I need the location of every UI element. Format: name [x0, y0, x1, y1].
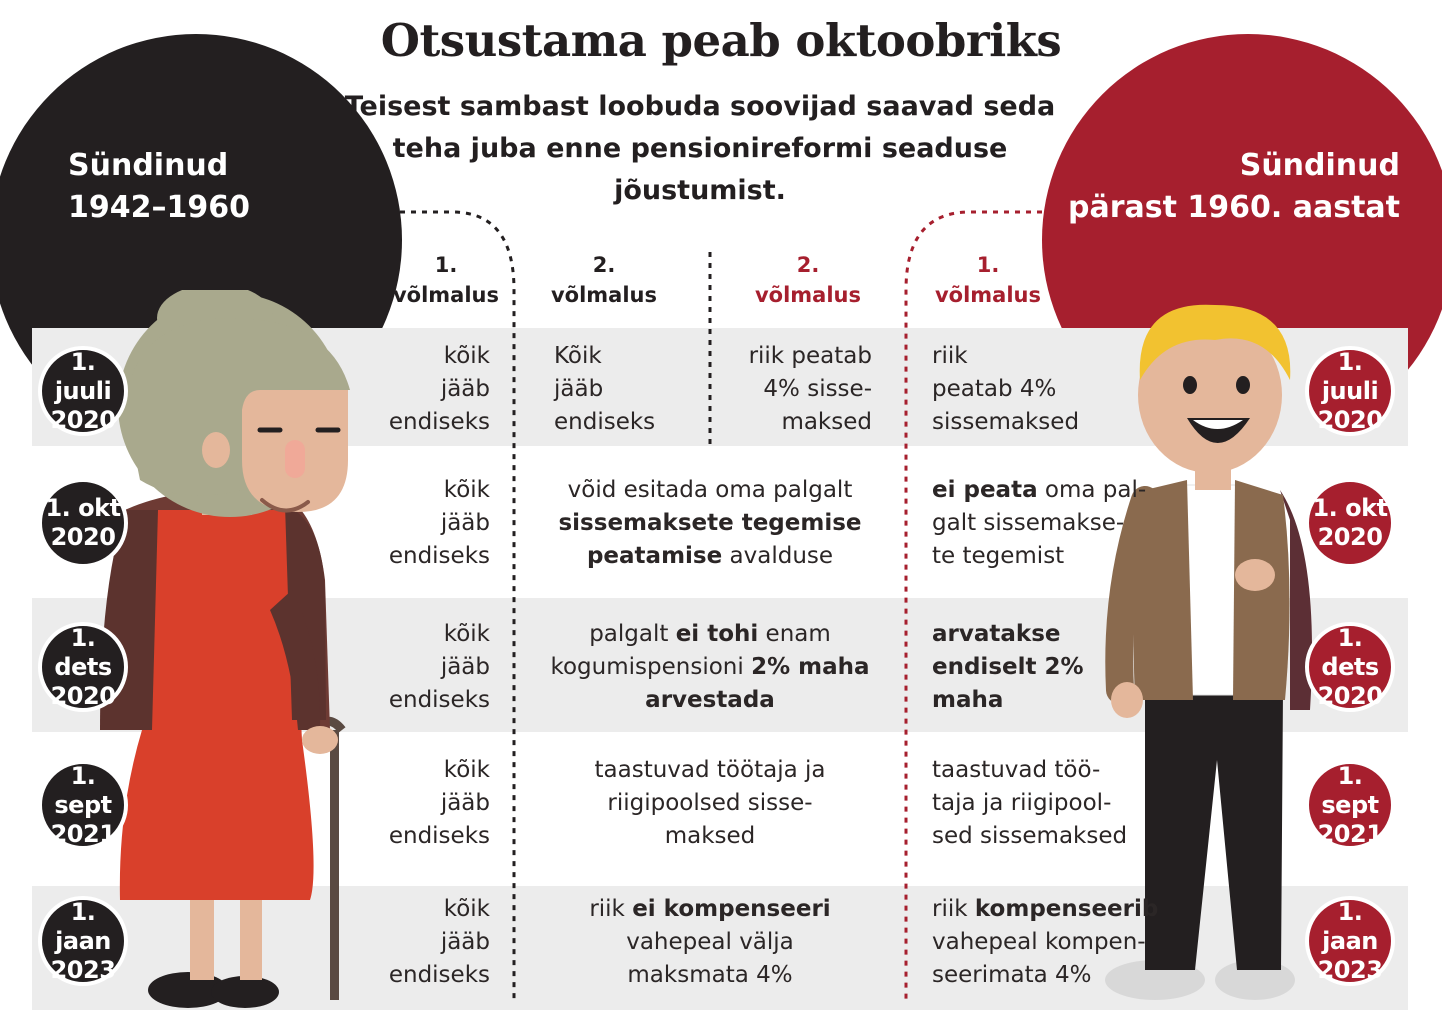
row1-col4: riik peatab 4% sissemaksed [932, 343, 1080, 435]
row1-col2: Kõik jääb endiseks [554, 343, 656, 435]
row1-col1: kõik jääb endiseks [388, 343, 490, 435]
row4-col23: taastuvad töötaja ja riigipoolsed sisse-m… [594, 757, 826, 849]
page-title: Otsustama peab oktoobriks [380, 14, 1062, 67]
date-left-3: 1. dets 2020 [38, 622, 128, 712]
row1-col3: riik peatab 4% sisse-maksed [748, 343, 872, 435]
date-left-5: 1. jaan 2023 [38, 896, 128, 986]
column-header-2: 2. võlmalus [550, 253, 657, 307]
date-left-1: 1. juuli 2020 [38, 346, 128, 436]
row5-col4: riik kompenseerib vahepeal kompen- seeri… [932, 896, 1159, 988]
row3-col4: arvatakse endiselt 2% maha [932, 621, 1084, 713]
date-right-3: 1. dets 2020 [1305, 622, 1395, 712]
date-left-2: 1. okt 2020 [38, 478, 128, 568]
row5-col1: kõik jääb endiseks [388, 896, 490, 988]
date-right-1: 1. juuli 2020 [1305, 346, 1395, 436]
row2-col4: ei peata oma pal- galt sissemakse- te te… [932, 477, 1147, 569]
date-right-2: 1. okt 2020 [1305, 478, 1395, 568]
row4-col4: taastuvad töö-taja ja riigipool-sed siss… [932, 757, 1128, 849]
column-header-1: 1. võlmalus [392, 253, 499, 307]
page-subtitle: Teisest sambast loobuda soovijad saavad … [344, 91, 1056, 206]
date-right-5: 1. jaan 2023 [1305, 896, 1395, 986]
row3-col1: kõik jääb endiseks [388, 621, 490, 713]
row2-col23: võid esitada oma palgalt sissemaksete te… [558, 477, 862, 569]
row4-col1: kõik jääb endiseks [388, 757, 490, 849]
row2-col1: kõik jääb endiseks [388, 477, 490, 569]
column-header-3: 2. võlmalus [754, 253, 861, 307]
row3-col23: palgalt ei tohi enam kogumispensioni 2% … [550, 621, 870, 713]
date-left-4: 1. sept 2021 [38, 760, 128, 850]
column-header-4: 1. võlmalus [934, 253, 1041, 307]
row5-col23: riik ei kompenseeri vahepeal välja maksm… [589, 896, 831, 988]
right-group-label: Sündinud pärast 1960. aastat [1067, 148, 1400, 225]
elderly-woman-illustration [100, 290, 350, 1008]
date-right-4: 1. sept 2021 [1305, 760, 1395, 850]
left-group-label: Sündinud 1942–1960 [68, 148, 250, 225]
young-man-illustration [1105, 304, 1312, 1000]
